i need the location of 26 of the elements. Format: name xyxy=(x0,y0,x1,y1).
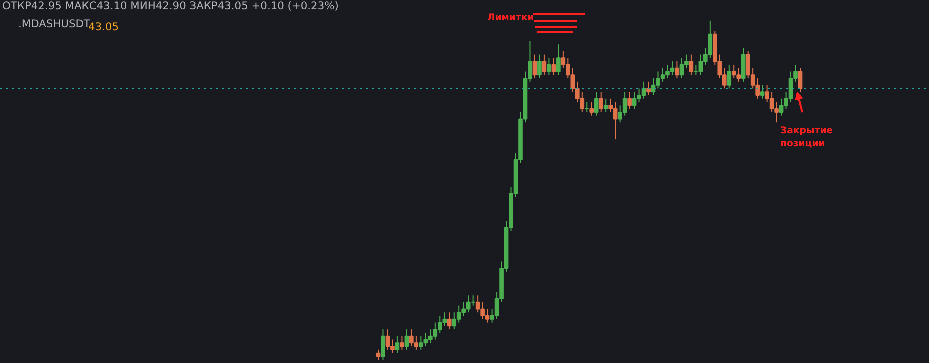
candlestick xyxy=(447,312,452,330)
candlestick xyxy=(381,329,386,361)
candlestick xyxy=(646,81,651,96)
candlestick xyxy=(689,54,694,76)
candlestick xyxy=(532,54,538,80)
candlestick xyxy=(404,329,410,350)
candlestick xyxy=(542,54,547,76)
candlestick xyxy=(395,336,400,354)
candlestick xyxy=(547,58,552,76)
candlestick xyxy=(675,61,680,80)
candlestick xyxy=(594,92,599,116)
candlestick xyxy=(604,98,608,113)
candlestick xyxy=(760,84,765,100)
candlestick xyxy=(556,44,561,76)
candlestick xyxy=(599,92,604,113)
candlestick xyxy=(727,64,732,90)
candlestick xyxy=(552,58,556,76)
annotation: Лимитки xyxy=(488,12,534,24)
candlestick xyxy=(538,54,542,80)
text: 43.05 xyxy=(88,20,120,34)
candlestick xyxy=(741,47,746,82)
candlestick xyxy=(400,336,404,350)
annotation: Закрытие позиции xyxy=(780,126,834,150)
candlestick xyxy=(628,92,632,110)
candlestick xyxy=(590,102,594,116)
text: ОТКР42.95 МАКС43.10 МИН42.90 ЗАКР43.05 +0.10 (+0.23%) xyxy=(2,0,339,12)
